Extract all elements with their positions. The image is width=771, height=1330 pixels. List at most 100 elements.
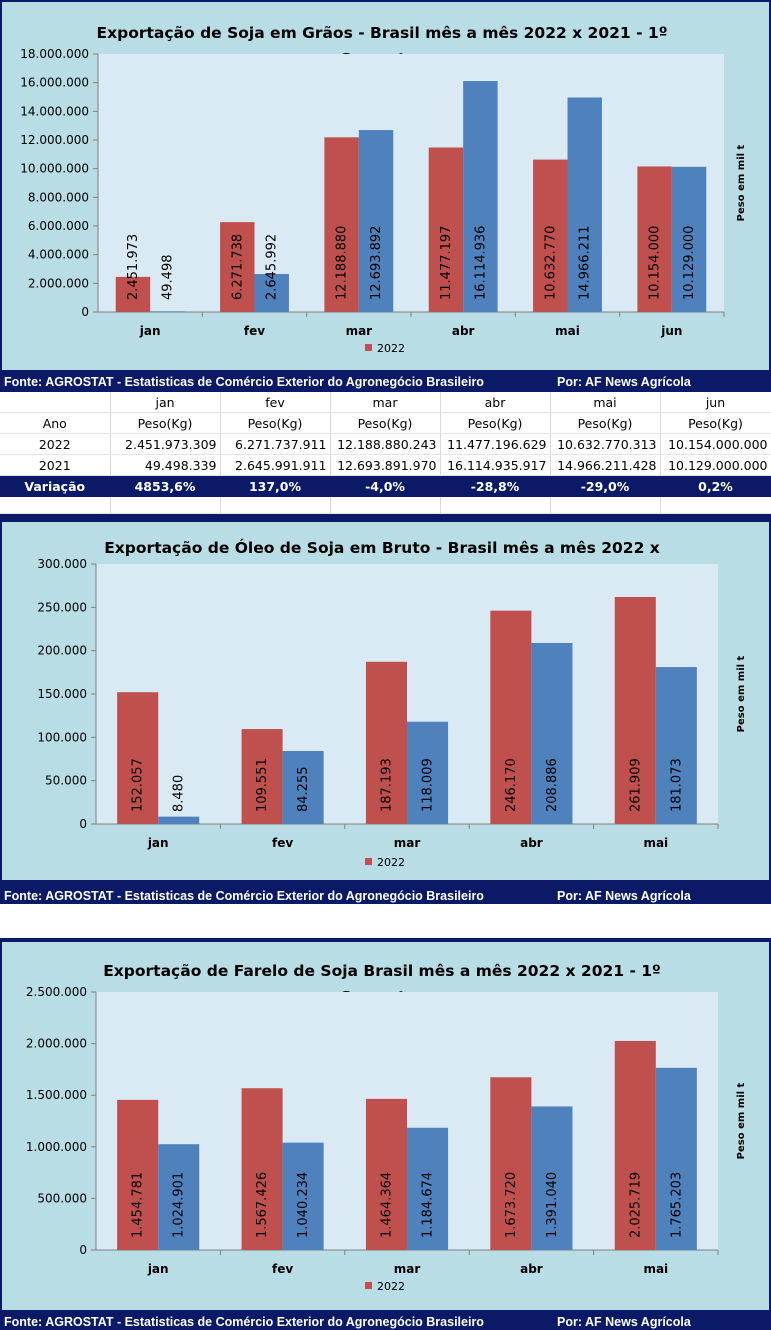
bar bbox=[324, 137, 359, 312]
chart-panel-oleo-soja: Exportação de Óleo de Soja em Bruto - Br… bbox=[0, 514, 771, 904]
y-tick-label: 250.000 bbox=[37, 600, 87, 614]
y-axis-label: Peso em mil t bbox=[736, 1082, 747, 1159]
data-label: 12.188.880 bbox=[335, 226, 350, 300]
y-tick-label: 2.000.000 bbox=[26, 1037, 87, 1051]
bar bbox=[655, 667, 697, 824]
data-label: 84.255 bbox=[296, 767, 311, 813]
y-tick-label: 1.500.000 bbox=[26, 1088, 87, 1102]
chart-area-oleo-soja: Exportação de Óleo de Soja em Bruto - Br… bbox=[2, 522, 769, 880]
table-cell bbox=[110, 496, 221, 514]
chart-panel-soja-graos: Exportação de Soja em Grãos - Brasil mês… bbox=[0, 0, 771, 392]
y-tick-label: 2.000.000 bbox=[28, 276, 89, 290]
bar bbox=[531, 642, 573, 824]
table-cell: 10.632.770.313 bbox=[550, 433, 661, 455]
y-tick-label: 150.000 bbox=[37, 687, 87, 701]
data-label: 1.765.203 bbox=[669, 1172, 684, 1238]
y-tick-label: 16.000.000 bbox=[20, 76, 89, 90]
table-header-month: mar bbox=[330, 392, 441, 413]
bar bbox=[365, 661, 407, 824]
data-label: 10.129.000 bbox=[682, 226, 697, 300]
footer: Fonte: AGROSTAT - Estatisticas de Comérc… bbox=[0, 888, 771, 904]
footer: Fonte: AGROSTAT - Estatisticas de Comérc… bbox=[0, 374, 771, 390]
data-label: 109.551 bbox=[255, 758, 270, 812]
table-blank-row bbox=[0, 496, 771, 514]
x-tick-label: mai bbox=[555, 324, 580, 338]
y-tick-label: 4.000.000 bbox=[28, 248, 89, 262]
data-label: 49.498 bbox=[160, 255, 175, 301]
y-tick-label: 200.000 bbox=[37, 644, 87, 658]
table-cell: 10.154.000.000 bbox=[660, 433, 771, 455]
x-tick-label: jan bbox=[139, 324, 161, 338]
y-tick-label: 50.000 bbox=[45, 774, 87, 788]
variation-label: Variação bbox=[0, 475, 111, 497]
table-header-unit: Peso(Kg) bbox=[660, 412, 771, 434]
table-cell: 14.966.211.428 bbox=[550, 454, 661, 476]
y-tick-label: 100.000 bbox=[37, 730, 87, 744]
chart-area-farelo-soja: Exportação de Farelo de Soja Brasil mês … bbox=[2, 942, 769, 1310]
bar bbox=[241, 1088, 283, 1250]
bar bbox=[282, 1142, 324, 1250]
y-tick-label: 0 bbox=[81, 305, 89, 319]
table-header-year: Ano bbox=[0, 412, 111, 434]
table-header-unit: Peso(Kg) bbox=[550, 412, 661, 434]
legend-entry: 2022 bbox=[377, 856, 405, 869]
data-label: 1.391.040 bbox=[545, 1172, 560, 1238]
bar bbox=[117, 1099, 159, 1250]
data-label: 181.073 bbox=[669, 758, 684, 812]
table-header-month: jun bbox=[660, 392, 771, 413]
author-label: Por: AF News Agrícola bbox=[557, 1315, 691, 1329]
x-tick-label: mar bbox=[394, 1262, 421, 1276]
x-tick-label: mai bbox=[643, 1262, 668, 1276]
chart-farelo-soja: Exportação de Farelo de Soja Brasil mês … bbox=[26, 962, 747, 1293]
table-variation-row: Variação 4853,6% 137,0% -4,0% -28,8% -29… bbox=[0, 475, 771, 497]
y-tick-label: 8.000.000 bbox=[28, 190, 89, 204]
y-tick-label: 12.000.000 bbox=[20, 133, 89, 147]
table-cell bbox=[330, 496, 441, 514]
bar bbox=[463, 81, 498, 312]
chart-oleo-soja: Exportação de Óleo de Soja em Bruto - Br… bbox=[37, 538, 747, 869]
legend-swatch bbox=[365, 1282, 372, 1289]
bar bbox=[282, 750, 324, 824]
bar bbox=[614, 597, 656, 824]
table-header-unit: Peso(Kg) bbox=[110, 412, 221, 434]
table-subheader-row: Ano Peso(Kg) Peso(Kg) Peso(Kg) Peso(Kg) … bbox=[0, 412, 771, 434]
table-header-month: jan bbox=[110, 392, 221, 413]
table-row: 2022 2.451.973.309 6.271.737.911 12.188.… bbox=[0, 433, 771, 455]
bar bbox=[158, 816, 200, 824]
table-cell: 10.129.000.000 bbox=[660, 454, 771, 476]
bar bbox=[490, 1077, 532, 1250]
table-header-unit: Peso(Kg) bbox=[220, 412, 331, 434]
bar bbox=[671, 166, 707, 312]
data-label: 208.886 bbox=[545, 758, 560, 812]
table-cell: 16.114.935.917 bbox=[440, 454, 551, 476]
bar bbox=[117, 692, 159, 824]
y-tick-label: 10.000.000 bbox=[20, 162, 89, 176]
variation-cell: -4,0% bbox=[330, 475, 441, 497]
table-row: 2021 49.498.339 2.645.991.911 12.693.891… bbox=[0, 454, 771, 476]
x-tick-label: mar bbox=[346, 324, 373, 338]
bar bbox=[358, 130, 394, 312]
y-tick-label: 0 bbox=[79, 817, 87, 831]
bar bbox=[407, 721, 449, 824]
chart-title: Exportação de Farelo de Soja Brasil mês … bbox=[103, 962, 661, 980]
table-cell bbox=[550, 496, 661, 514]
data-label: 1.567.426 bbox=[255, 1172, 270, 1238]
bar bbox=[407, 1127, 449, 1250]
chart-panel-farelo-soja: Exportação de Farelo de Soja Brasil mês … bbox=[0, 938, 771, 1330]
x-tick-label: fev bbox=[272, 836, 293, 850]
data-label: 1.040.234 bbox=[296, 1172, 311, 1238]
y-tick-label: 500.000 bbox=[37, 1191, 87, 1205]
table-cell bbox=[660, 496, 771, 514]
table-cell: 6.271.737.911 bbox=[220, 433, 331, 455]
y-tick-label: 14.000.000 bbox=[20, 104, 89, 118]
source-label: Fonte: AGROSTAT - Estatisticas de Comérc… bbox=[4, 375, 484, 389]
data-label: 1.464.364 bbox=[379, 1172, 394, 1238]
x-tick-label: jun bbox=[660, 324, 682, 338]
author-label: Por: AF News Agrícola bbox=[557, 889, 691, 903]
plot-area bbox=[98, 54, 724, 312]
bar bbox=[531, 1106, 573, 1250]
data-label: 2.451.973 bbox=[126, 234, 141, 300]
table-cell: 2.645.991.911 bbox=[220, 454, 331, 476]
x-tick-label: abr bbox=[520, 1262, 543, 1276]
source-label: Fonte: AGROSTAT - Estatisticas de Comérc… bbox=[4, 889, 484, 903]
